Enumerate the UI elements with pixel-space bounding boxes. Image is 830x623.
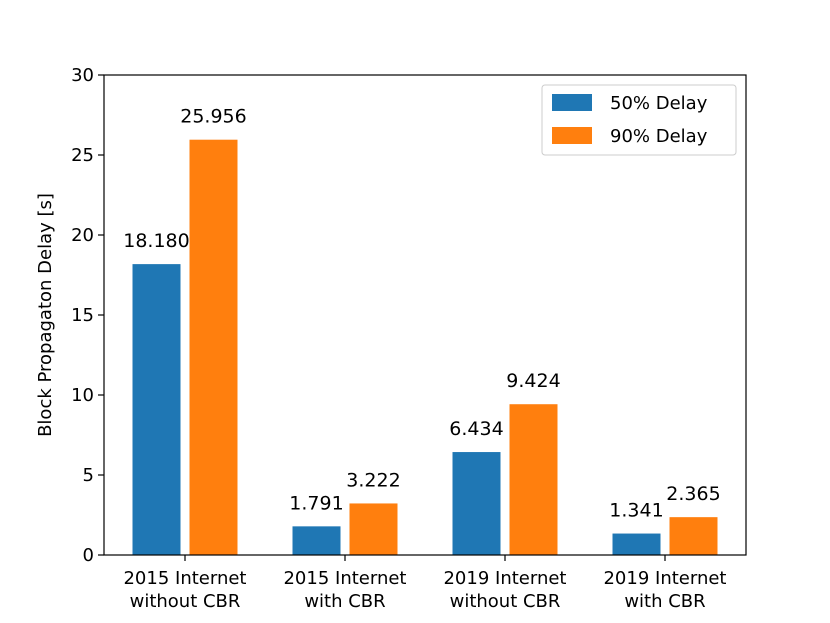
bar-p90-0: [189, 139, 238, 556]
legend-label-p90: 90% Delay: [610, 126, 708, 147]
y-tick-label: 20: [71, 225, 94, 246]
x-tick-label: 2015 Internet: [283, 568, 406, 589]
y-tick-label: 0: [83, 545, 94, 566]
bars-layer: [132, 139, 718, 556]
data-label-p90-3: 2.365: [666, 483, 720, 505]
data-labels: 18.180 1.791 6.434 1.341 25.956 3.222 9.424 2.3…: [123, 106, 720, 522]
data-label-p90-0: 25.956: [180, 106, 246, 128]
bar-p50-2: [452, 452, 501, 555]
bar-p90-2: [509, 404, 558, 555]
x-tick-label: 2019 Internet: [603, 568, 726, 589]
legend-swatch-p50: [552, 94, 592, 111]
legend: 50% Delay 90% Delay: [541, 84, 737, 156]
x-tick-label: without CBR: [130, 591, 241, 612]
y-tick-label: 10: [71, 385, 94, 406]
data-label-p90-2: 9.424: [506, 370, 560, 392]
x-tick-label: 2015 Internet: [123, 568, 246, 589]
x-tick-label: with CBR: [624, 591, 705, 612]
data-label-p50-2: 6.434: [449, 418, 503, 440]
legend-swatch-p90: [552, 127, 592, 144]
x-tick-label: 2019 Internet: [443, 568, 566, 589]
y-ticks: 0 5 10 15 20 25 30: [71, 65, 104, 566]
bar-p50-3: [612, 533, 661, 555]
data-label-p90-1: 3.222: [346, 469, 400, 491]
bar-p50-0: [132, 264, 181, 555]
data-label-p50-0: 18.180: [123, 230, 189, 252]
y-tick-label: 25: [71, 145, 94, 166]
x-tick-label: with CBR: [304, 591, 385, 612]
bar-p90-1: [349, 503, 398, 555]
legend-label-p50: 50% Delay: [610, 93, 708, 114]
bar-p50-1: [292, 526, 341, 555]
y-tick-label: 30: [71, 65, 94, 86]
data-label-p50-1: 1.791: [289, 492, 343, 514]
y-tick-label: 5: [83, 465, 94, 486]
bar-p90-3: [669, 517, 718, 555]
y-axis-title: Block Propagaton Delay [s]: [35, 193, 56, 437]
x-tick-label: without CBR: [450, 591, 561, 612]
y-tick-label: 15: [71, 305, 94, 326]
data-label-p50-3: 1.341: [609, 500, 663, 522]
